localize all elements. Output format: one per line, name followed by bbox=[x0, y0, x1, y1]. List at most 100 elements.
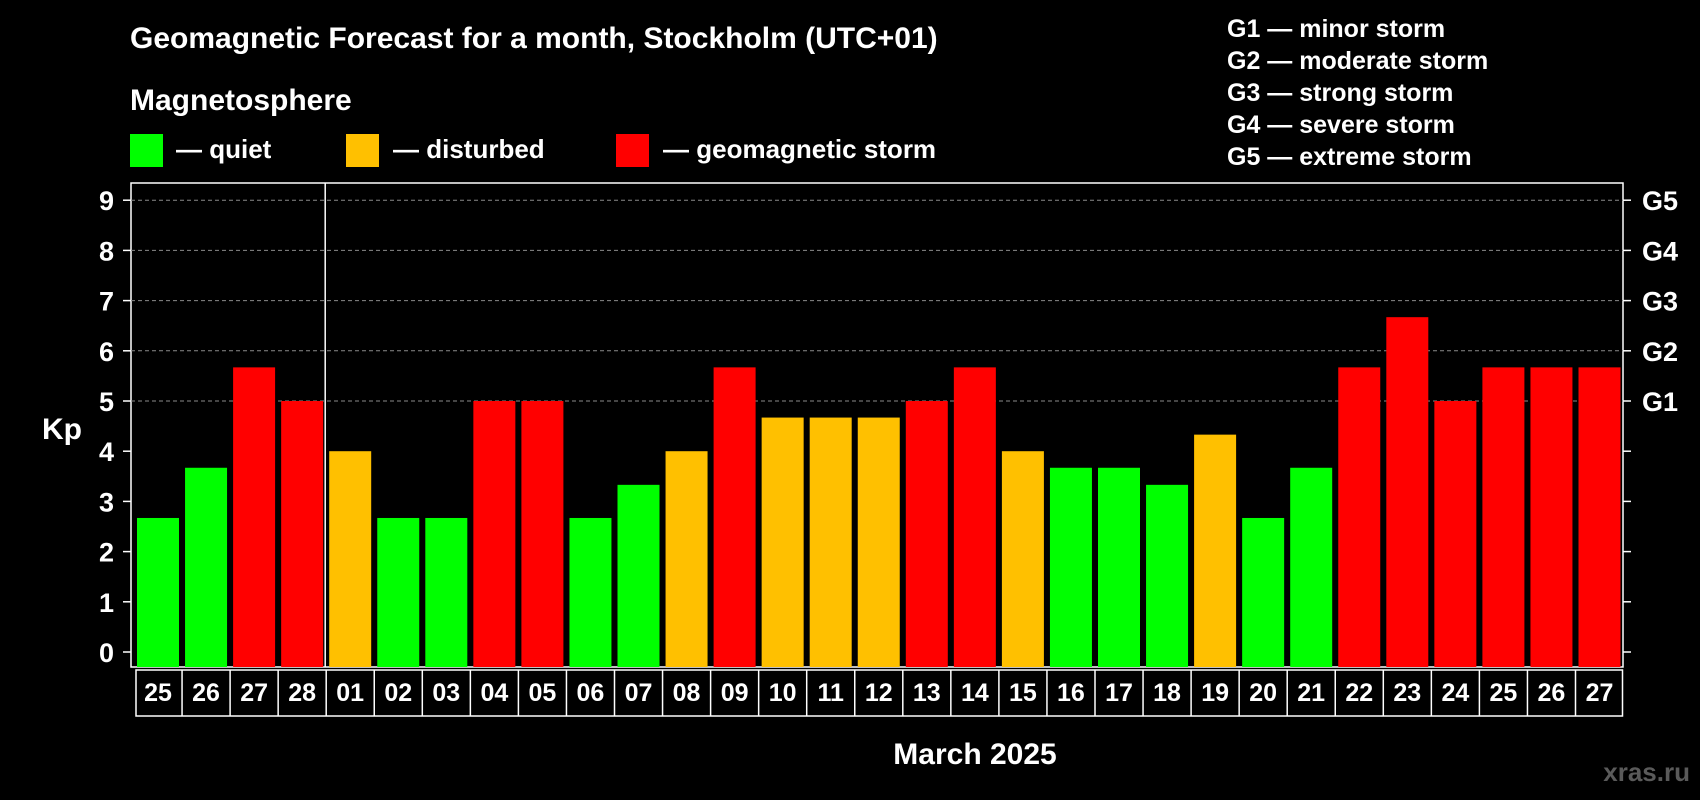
g-scale-axis-ticks: G1 G2 G3 G4 G5 bbox=[1642, 186, 1678, 417]
x-tick-label-12: 09 bbox=[721, 679, 749, 707]
legend-label-quiet: — quiet bbox=[176, 134, 272, 164]
bar-0 bbox=[137, 517, 179, 667]
y-tick-label-2: 2 bbox=[99, 538, 114, 568]
storm-scale-legend: G1 — minor storm G2 — moderate storm G3 … bbox=[1227, 15, 1488, 171]
y-tick-label-1: 1 bbox=[99, 588, 114, 618]
x-tick-label-15: 12 bbox=[865, 679, 893, 707]
gridlines bbox=[131, 183, 1623, 667]
bar-8 bbox=[521, 401, 564, 667]
x-tick-label-20: 17 bbox=[1105, 679, 1133, 707]
bar-26 bbox=[1386, 317, 1429, 667]
bar-6 bbox=[425, 517, 468, 667]
x-tick-label-10: 07 bbox=[625, 679, 653, 707]
y-axis-ticks: 0 1 2 3 4 5 6 7 8 9 bbox=[99, 186, 1631, 668]
y-tick-label-5: 5 bbox=[99, 387, 114, 417]
legend: — quiet — disturbed — geomagnetic storm bbox=[130, 134, 936, 167]
x-tick-label-26: 23 bbox=[1393, 679, 1421, 707]
x-tick-label-21: 18 bbox=[1153, 679, 1181, 707]
x-tick-label-30: 27 bbox=[1586, 679, 1614, 707]
storm-scale-g3: G3 — strong storm bbox=[1227, 79, 1453, 107]
bar-7 bbox=[473, 401, 516, 667]
x-tick-label-9: 06 bbox=[577, 679, 605, 707]
g-scale-label-g5: G5 bbox=[1642, 186, 1678, 216]
y-tick-label-6: 6 bbox=[99, 337, 114, 367]
x-tick-label-8: 05 bbox=[528, 679, 556, 707]
g-scale-label-g4: G4 bbox=[1642, 236, 1678, 266]
x-tick-label-4: 01 bbox=[336, 679, 364, 707]
x-tick-label-6: 03 bbox=[432, 679, 460, 707]
y-tick-label-0: 0 bbox=[99, 638, 114, 668]
x-tick-label-13: 10 bbox=[769, 679, 797, 707]
bar-25 bbox=[1338, 367, 1381, 667]
bar-24 bbox=[1290, 467, 1333, 667]
x-tick-label-19: 16 bbox=[1057, 679, 1085, 707]
x-tick-label-29: 26 bbox=[1538, 679, 1566, 707]
x-tick-label-5: 02 bbox=[384, 679, 412, 707]
storm-scale-g4: G4 — severe storm bbox=[1227, 111, 1455, 139]
x-tick-label-28: 25 bbox=[1489, 679, 1517, 707]
bar-3 bbox=[281, 401, 324, 667]
legend-label-storm: — geomagnetic storm bbox=[663, 134, 936, 164]
bar-21 bbox=[1146, 484, 1189, 667]
bar-9 bbox=[569, 517, 612, 667]
bar-20 bbox=[1098, 467, 1140, 667]
bar-19 bbox=[1049, 467, 1092, 667]
bar-16 bbox=[905, 401, 948, 667]
x-tick-label-25: 22 bbox=[1345, 679, 1373, 707]
x-tick-label-14: 11 bbox=[817, 679, 844, 707]
x-tick-label-23: 20 bbox=[1249, 679, 1277, 707]
watermark: xras.ru bbox=[1603, 757, 1690, 787]
x-axis-box bbox=[135, 669, 1624, 717]
x-tick-label-0: 25 bbox=[144, 679, 172, 707]
x-tick-label-22: 19 bbox=[1201, 679, 1229, 707]
legend-swatch-disturbed bbox=[346, 134, 379, 167]
x-tick-label-11: 08 bbox=[673, 679, 701, 707]
bar-30 bbox=[1578, 367, 1621, 667]
x-axis-ticks: 25 26 27 28 01 02 03 04 05 06 07 08 09 10 11 12 13 14 15 16… bbox=[135, 669, 1624, 717]
storm-scale-g2: G2 — moderate storm bbox=[1227, 47, 1488, 75]
y-tick-label-4: 4 bbox=[99, 437, 114, 467]
x-tick-label-27: 24 bbox=[1441, 679, 1469, 707]
bar-22 bbox=[1194, 434, 1237, 667]
x-tick-label-24: 21 bbox=[1297, 679, 1325, 707]
bar-17 bbox=[953, 367, 996, 667]
bar-10 bbox=[617, 484, 660, 667]
legend-swatch-quiet bbox=[130, 134, 163, 167]
chart-title: Geomagnetic Forecast for a month, Stockh… bbox=[130, 22, 938, 55]
y-tick-label-9: 9 bbox=[99, 186, 114, 216]
bar-18 bbox=[1001, 451, 1044, 667]
y-tick-label-8: 8 bbox=[99, 236, 114, 266]
bar-15 bbox=[857, 417, 900, 667]
y-axis-label: Kp bbox=[42, 413, 82, 446]
bar-12 bbox=[713, 367, 756, 667]
x-tick-label-1: 26 bbox=[192, 679, 220, 707]
x-tick-label-17: 14 bbox=[961, 679, 989, 707]
y-tick-label-7: 7 bbox=[99, 287, 114, 317]
g-scale-label-g2: G2 bbox=[1642, 337, 1678, 367]
bar-2 bbox=[233, 367, 276, 667]
g-scale-label-g1: G1 bbox=[1642, 387, 1678, 417]
bar-11 bbox=[665, 451, 708, 667]
g-scale-label-g3: G3 bbox=[1642, 287, 1678, 317]
storm-scale-g1: G1 — minor storm bbox=[1227, 15, 1445, 43]
legend-title: Magnetosphere bbox=[130, 84, 352, 117]
bar-5 bbox=[377, 517, 420, 667]
legend-swatch-storm bbox=[616, 134, 649, 167]
x-tick-label-16: 13 bbox=[913, 679, 941, 707]
bars bbox=[137, 317, 1621, 667]
y-tick-label-3: 3 bbox=[99, 487, 114, 517]
x-axis-label: March 2025 bbox=[893, 738, 1056, 771]
x-tick-label-3: 28 bbox=[288, 679, 316, 707]
bar-29 bbox=[1530, 367, 1573, 667]
legend-label-disturbed: — disturbed bbox=[393, 134, 545, 164]
bar-1 bbox=[185, 467, 228, 667]
bar-4 bbox=[329, 451, 372, 667]
bar-14 bbox=[809, 417, 852, 667]
bar-13 bbox=[761, 417, 804, 667]
x-tick-label-2: 27 bbox=[240, 679, 268, 707]
bar-23 bbox=[1242, 517, 1285, 667]
x-tick-label-18: 15 bbox=[1009, 679, 1037, 707]
bar-28 bbox=[1482, 367, 1525, 667]
storm-scale-g5: G5 — extreme storm bbox=[1227, 143, 1472, 171]
